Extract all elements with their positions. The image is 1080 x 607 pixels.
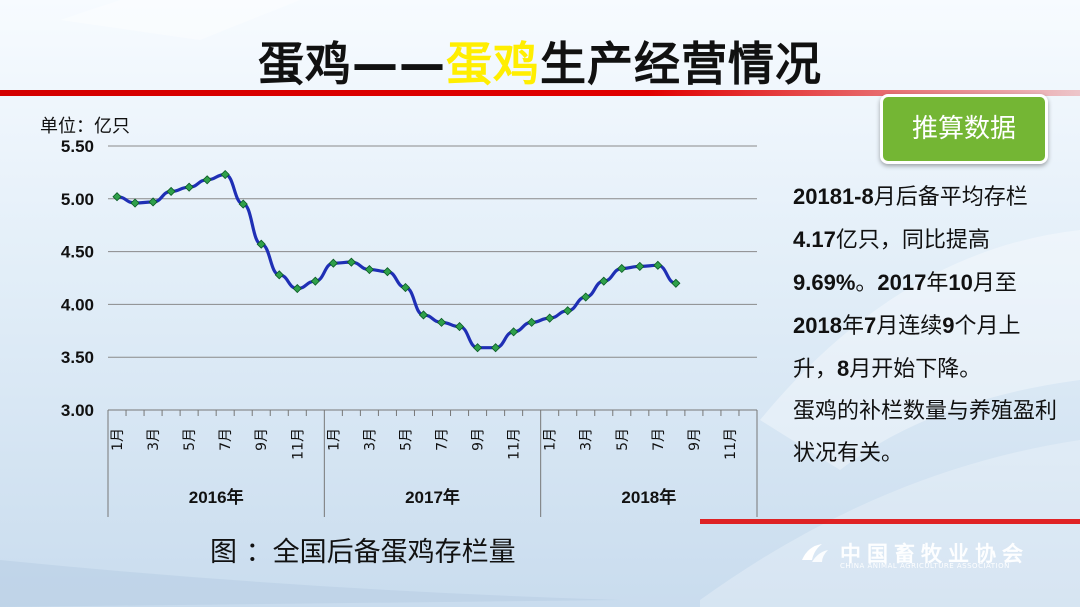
x-tick-label: 7月 [218,428,234,451]
data-point [671,278,681,288]
data-point [328,258,338,268]
y-tick-label: 5.50 [61,137,94,156]
series-line [116,172,677,350]
x-tick-label: 3月 [579,428,595,451]
data-point [653,260,663,270]
note-number: 2017 [877,270,927,295]
note-number: 2018 [793,313,842,338]
data-point [202,175,212,185]
y-tick-label: 4.50 [61,243,94,262]
note-number: 4.17 [793,227,836,252]
title-suffix: 生产经营情况 [540,37,822,91]
association-logo-icon [802,544,828,562]
data-point [112,192,122,202]
data-point [364,264,374,275]
data-point [563,306,573,316]
data-point [418,310,429,320]
x-tick-label: 9月 [254,428,270,451]
note-text: 年 [926,271,949,296]
unit-label: 单位：亿只 [40,116,130,137]
note-text: 月至 [972,271,1017,296]
data-point [581,292,591,302]
data-point [527,317,537,327]
data-point [382,267,392,277]
note-text: 个月上升， [793,314,1021,382]
x-tick-label: 3月 [146,428,162,451]
note-paragraph-1: 20181-8月后备平均存栏4.17亿只，同比提高9.69%。2017年10月至… [793,176,1063,391]
data-point [238,199,248,209]
data-point [346,257,356,267]
x-tick-label: 5月 [182,428,198,451]
year-label: 2016年 [189,487,244,507]
x-tick-label: 7月 [435,428,451,451]
x-tick-label: 1月 [543,428,559,451]
data-point [454,322,465,332]
x-tick-label: 7月 [651,428,667,451]
note-text: 亿只，同比提高 [835,228,990,253]
data-point [292,283,302,294]
note-text: 。 [855,271,878,296]
grid [108,145,757,411]
y-tick-label: 3.50 [61,348,94,367]
data-point [184,182,194,192]
x-tick-label: 1月 [326,428,342,451]
data-point [635,261,645,271]
title-prefix: 蛋鸡—— [258,37,446,91]
data-point [310,276,320,286]
data-point [256,239,266,249]
estimated-data-badge: 推算数据 [880,94,1048,164]
y-tick-label: 4.00 [61,295,94,314]
organization-logo: 中国畜牧业协会 CHINA ANIMAL AGRICULTURE ASSOCIA… [800,538,1050,578]
x-tick-label: 11月 [507,428,523,460]
note-number: 10 [948,270,973,295]
data-point [220,169,230,180]
year-label: 2017年 [405,487,460,507]
note-number: 9.69% [793,270,856,295]
y-axis: 5.50 5.00 4.50 4.00 3.50 3.00 [61,137,94,420]
slide-title: 蛋鸡——蛋鸡生产经营情况 [0,28,1080,94]
x-tick-label: 5月 [615,428,631,451]
data-point [491,343,501,353]
note-number: 7 [863,313,877,338]
title-highlight: 蛋鸡 [446,37,540,91]
data-point [148,197,158,207]
x-tick-label: 9月 [687,428,703,451]
x-tick-label: 3月 [362,428,378,451]
note-paragraph-2: 蛋鸡的补栏数量与养殖盈利状况有关。 [793,391,1063,475]
note-text: 月开始下降。 [849,357,982,382]
notes-panel: 20181-8月后备平均存栏4.17亿只，同比提高9.69%。2017年10月至… [793,176,1063,475]
note-text: 蛋鸡的补栏数量与养殖盈利状况有关。 [793,399,1058,466]
data-point [545,313,555,323]
data-point [509,327,519,337]
series [112,169,681,353]
data-point [599,276,609,286]
x-tick-label: 9月 [471,428,487,451]
data-point [274,270,284,280]
data-point [130,198,140,208]
note-text: 月后备平均存栏 [873,185,1028,210]
data-point [617,263,627,274]
x-tick-label: 1月 [110,428,126,451]
title-underline [0,90,1080,96]
y-tick-label: 5.00 [61,190,94,209]
org-name-cn: 中国畜牧业协会 [840,542,1029,566]
x-tick-label: 11月 [723,428,739,460]
data-point [166,186,176,196]
data-point [436,317,447,327]
chart-caption: 图 ：全国后备蛋鸡存栏量 [210,537,516,568]
note-number: 20181-8 [793,184,874,209]
x-tick-label: 11月 [290,428,306,460]
year-label: 2018年 [621,487,676,507]
data-point [400,282,411,293]
data-point [473,343,483,353]
note-number: 9 [942,313,955,338]
note-text: 年 [841,314,864,339]
note-number: 8 [837,356,850,381]
y-tick-label: 3.00 [61,401,94,420]
note-text: 月连续 [876,314,943,339]
x-axis: 1月 3月 5月 7月 9月 11月 1月 3月 5月 7月 9月 11月 1月 3月 5月 7月 9月 11月 2… [107,410,758,517]
org-name-en: CHINA ANIMAL AGRICULTURE ASSOCIATION [840,562,1010,570]
x-tick-label: 5月 [398,428,414,451]
